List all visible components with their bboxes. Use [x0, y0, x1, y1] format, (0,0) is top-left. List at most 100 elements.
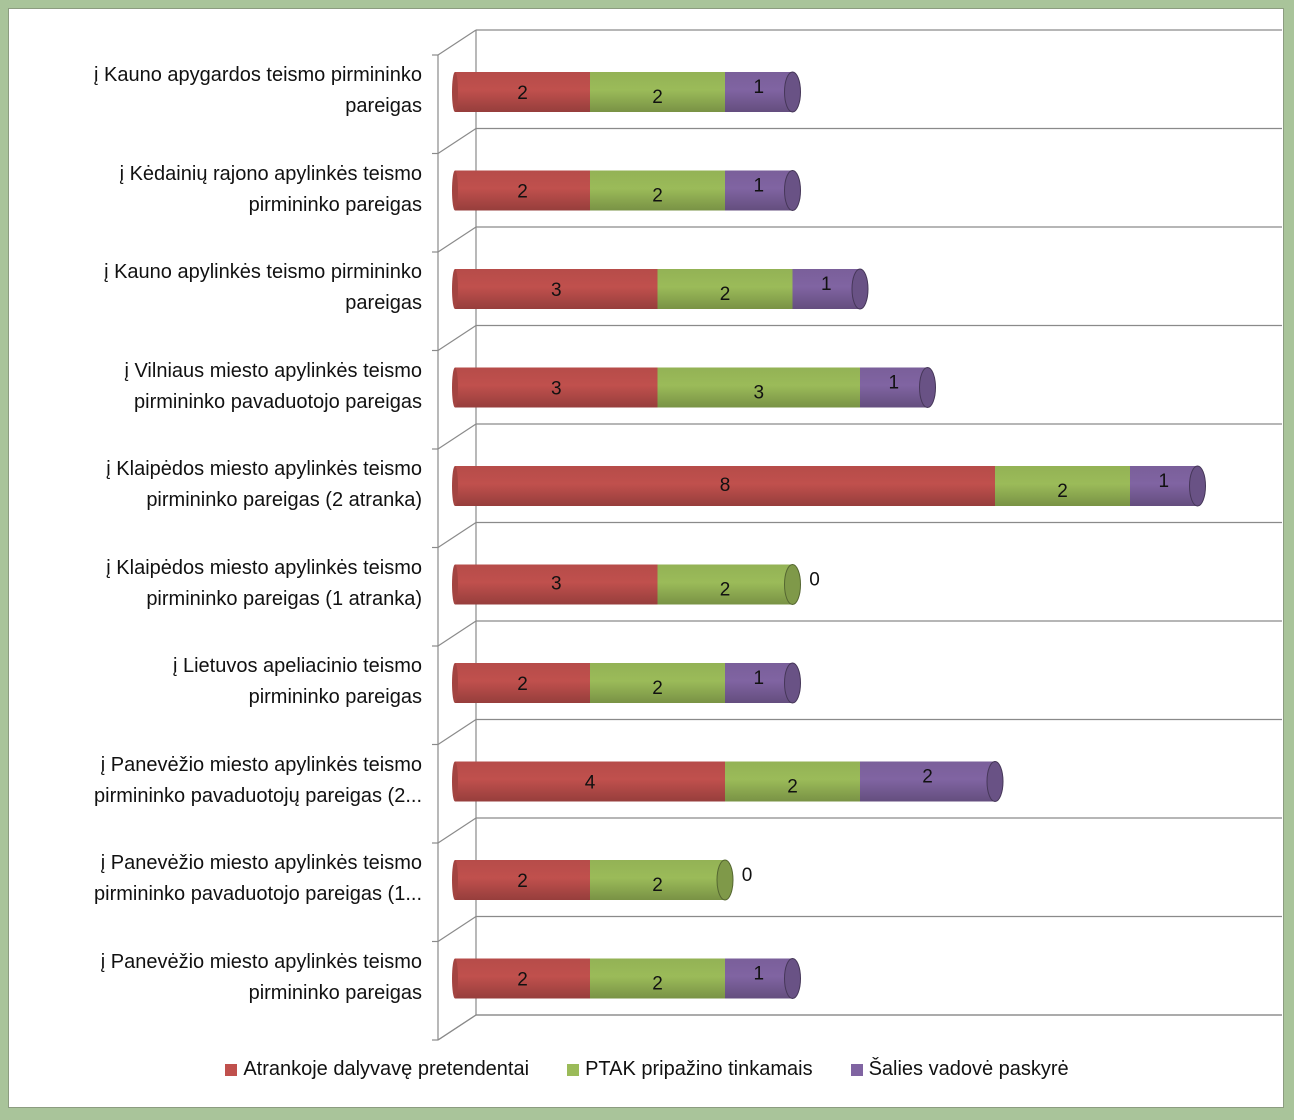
category-label: į Panevėžio miesto apylinkės teismo pirmi…: [18, 947, 422, 1009]
gridline-depth: [437, 29, 477, 56]
data-label: 2: [720, 580, 731, 601]
bar-segment: [455, 761, 725, 802]
category-label-line: pirmininko pareigas (1 atranka): [146, 587, 422, 610]
bar-segment: [590, 860, 725, 900]
category-label-line: pareigas: [345, 95, 422, 117]
data-label: 2: [517, 182, 528, 203]
legend-item: PTAK pripažino tinkamais: [567, 1058, 813, 1081]
gridline-depth: [437, 423, 477, 450]
bar-cap-start: [452, 466, 458, 506]
data-label: 2: [652, 87, 663, 108]
category-label-line: į Kėdainių rajono apylinkės teismo: [119, 162, 422, 185]
category-label-line: į Lietuvos apeliacinio teismo: [172, 655, 422, 677]
bar-segment: [590, 72, 725, 112]
category-label-line: į Panevėžio miesto apylinkės teismo: [100, 950, 422, 973]
bar-cap-start: [452, 761, 458, 802]
data-label: 3: [753, 383, 764, 404]
category-label: į Kauno apylinkės teismo pirmininko parei…: [18, 257, 422, 319]
gridline-depth: [437, 620, 477, 647]
bar-segment: [455, 170, 590, 211]
data-label: 0: [809, 570, 820, 591]
bar-segment: [725, 958, 793, 999]
bar-segment: [860, 367, 928, 408]
bar-cap-end: [919, 367, 936, 408]
bar-segment: [455, 72, 590, 112]
data-label: 8: [720, 475, 731, 496]
bar-cap-end: [716, 859, 734, 901]
bar-segment: [725, 170, 793, 211]
bar-cap-end: [784, 662, 801, 704]
bar-segment: [455, 269, 658, 309]
bar-segment: [860, 761, 995, 802]
bar-cap-start: [452, 663, 458, 703]
bar-segment: [657, 564, 793, 605]
gridline-depth: [437, 127, 477, 155]
gridline-depth: [437, 718, 477, 746]
legend-label: Šalies vadovė paskyrė: [868, 1058, 1069, 1080]
legend-swatch: [850, 1063, 863, 1076]
category-label: į Klaipėdos miesto apylinkės teismo pirmi…: [18, 454, 422, 516]
axis-depth: [437, 1014, 477, 1041]
bar-cap-start: [452, 269, 458, 309]
bar-segment: [455, 958, 590, 999]
legend-item: Šalies vadovė paskyrė: [850, 1058, 1069, 1081]
category-label-line: į Kauno apygardos teismo pirmininko: [94, 64, 422, 86]
data-label: 2: [922, 767, 933, 788]
data-label: 1: [888, 373, 899, 394]
data-label: 2: [517, 674, 528, 695]
category-label-line: pirmininko pareigas: [248, 686, 422, 708]
category-label-line: į Klaipėdos miesto apylinkės teismo: [106, 556, 422, 579]
category-label-line: į Vilniaus miesto apylinkės teismo: [124, 359, 422, 382]
data-label: 2: [652, 186, 663, 207]
bar-cap-start: [452, 958, 458, 999]
bar-segment: [455, 466, 995, 506]
category-label: į Kėdainių rajono apylinkės teismo pirmin…: [18, 159, 422, 221]
bar-cap-start: [452, 860, 458, 900]
data-label: 2: [517, 871, 528, 892]
data-label: 1: [753, 668, 764, 689]
bar-cap-end: [784, 958, 801, 999]
category-label: į Kauno apygardos teismo pirmininko parei…: [18, 60, 422, 122]
bar-segment: [725, 663, 793, 703]
bar-cap-start: [452, 72, 458, 112]
data-label: 2: [652, 678, 663, 699]
legend-label: Atrankoje dalyvavę pretendentai: [243, 1058, 530, 1080]
data-label: 1: [821, 274, 832, 295]
bar-segment: [792, 269, 860, 309]
gridline-depth: [437, 915, 477, 943]
bar-segment: [657, 269, 793, 309]
data-label: 2: [787, 777, 798, 798]
category-label: į Panevėžio miesto apylinkės teismo pirmi…: [18, 848, 422, 910]
data-label: 1: [1158, 471, 1169, 492]
data-label: 2: [720, 284, 731, 305]
bar-segment: [455, 663, 590, 703]
data-label: 1: [753, 176, 764, 197]
data-label: 3: [551, 280, 562, 301]
category-label-line: pirmininko pareigas (2 atranka): [146, 489, 422, 511]
gridline-depth: [437, 817, 477, 844]
data-label: 1: [753, 964, 764, 985]
data-label: 3: [551, 379, 562, 400]
bar-segment: [590, 663, 725, 703]
category-label-line: į Panevėžio miesto apylinkės teismo: [100, 852, 422, 874]
category-label-line: pirmininko pavaduotojo pareigas: [134, 390, 422, 413]
bar-cap-start: [452, 367, 458, 408]
data-label: 3: [551, 574, 562, 595]
data-label: 0: [742, 865, 753, 886]
data-label: 2: [652, 974, 663, 995]
data-label: 1: [753, 77, 764, 98]
bar-segment: [590, 170, 725, 211]
bar-segment: [455, 564, 658, 605]
category-label-line: pirmininko pareigas: [248, 193, 422, 216]
category-label-line: pirmininko pareigas: [248, 981, 422, 1004]
category-label-line: pirmininko pavaduotojo pareigas (1...: [94, 883, 422, 905]
bar-segment: [657, 367, 860, 408]
bar-segment: [995, 466, 1130, 506]
legend-item: Atrankoje dalyvavę pretendentai: [225, 1058, 529, 1081]
legend-label: PTAK pripažino tinkamais: [585, 1058, 813, 1080]
bar-cap-end: [1189, 465, 1206, 507]
bar-segment: [455, 367, 658, 408]
category-label-line: pirmininko pavaduotojų pareigas (2...: [94, 784, 422, 807]
data-label: 2: [517, 970, 528, 991]
bar-cap-end: [784, 170, 801, 211]
